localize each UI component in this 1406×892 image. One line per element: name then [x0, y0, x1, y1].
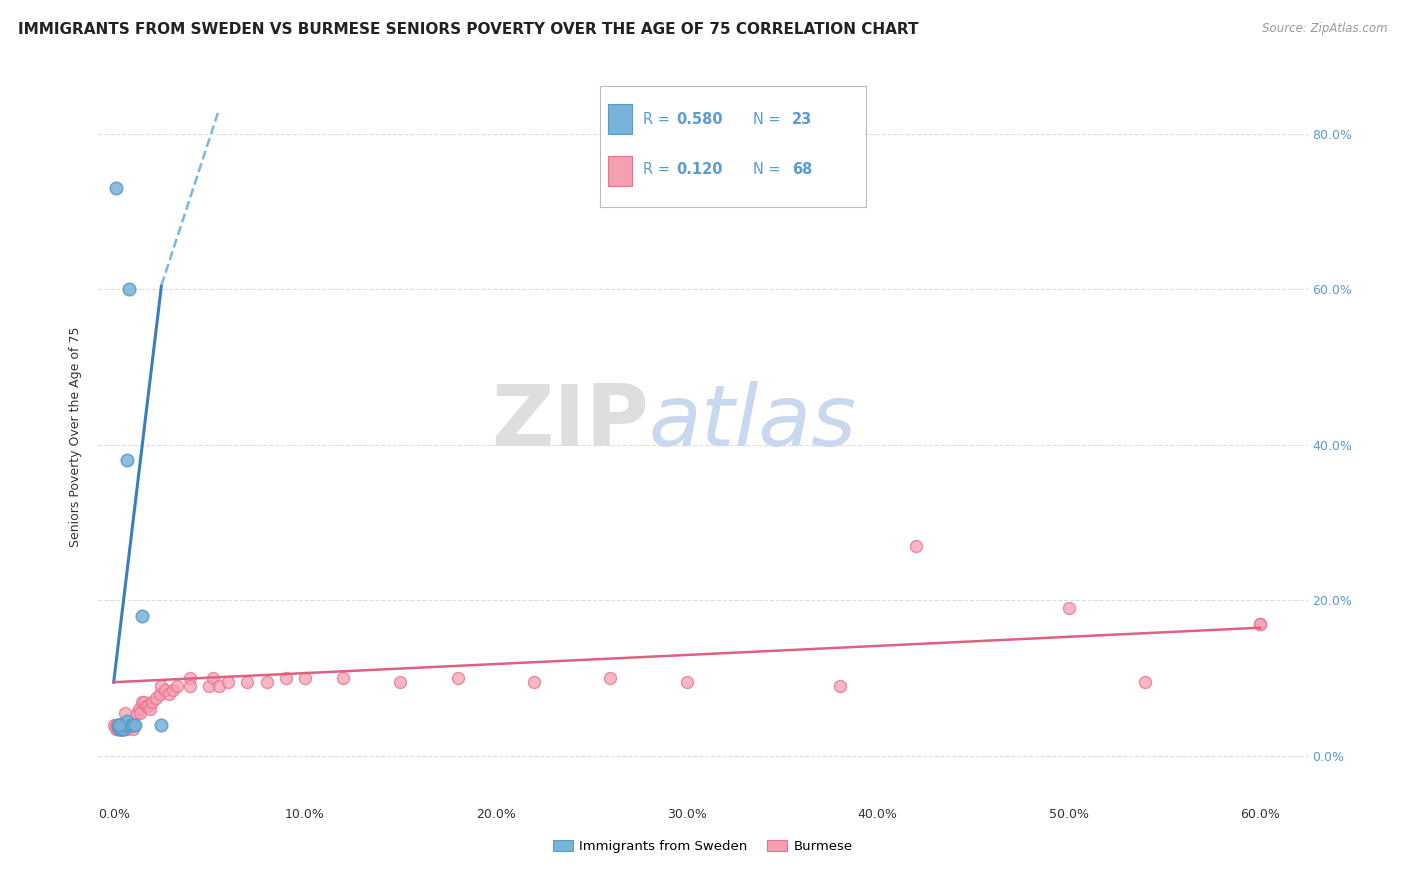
Y-axis label: Seniors Poverty Over the Age of 75: Seniors Poverty Over the Age of 75 — [69, 326, 83, 548]
Point — [104, 181, 127, 195]
Point — [107, 718, 129, 732]
Point — [118, 718, 141, 732]
Point — [198, 679, 221, 693]
Point — [114, 718, 136, 732]
Point — [274, 671, 297, 685]
Point — [208, 679, 231, 693]
Point — [150, 679, 173, 693]
Point — [121, 722, 143, 736]
Point — [136, 698, 159, 713]
Point — [118, 282, 141, 296]
Point — [155, 683, 177, 698]
Point — [904, 539, 927, 553]
Point — [114, 718, 136, 732]
Point — [114, 706, 136, 721]
Point — [124, 718, 146, 732]
Point — [129, 706, 152, 721]
Point — [112, 722, 135, 736]
Point — [108, 718, 131, 732]
Point — [115, 720, 138, 734]
Point — [121, 718, 143, 732]
Point — [162, 683, 184, 698]
Point — [110, 722, 132, 736]
Text: Source: ZipAtlas.com: Source: ZipAtlas.com — [1263, 22, 1388, 36]
Point — [103, 718, 125, 732]
Point — [104, 718, 127, 732]
Point — [112, 722, 135, 736]
Point — [1249, 616, 1271, 631]
Point — [108, 718, 131, 732]
Point — [236, 675, 259, 690]
Point — [166, 679, 188, 693]
Point — [110, 718, 132, 732]
Text: ZIP: ZIP — [491, 381, 648, 464]
Point — [115, 722, 138, 736]
Point — [217, 675, 239, 690]
Point — [112, 722, 135, 736]
Point — [599, 671, 621, 685]
Point — [121, 718, 143, 732]
Point — [135, 698, 157, 713]
Point — [145, 690, 167, 705]
Point — [828, 679, 851, 693]
Point — [131, 695, 153, 709]
Point — [675, 675, 697, 690]
Point — [332, 671, 354, 685]
Point — [115, 714, 138, 728]
Point — [120, 718, 142, 732]
Point — [114, 722, 136, 736]
Legend: Immigrants from Sweden, Burmese: Immigrants from Sweden, Burmese — [548, 834, 858, 858]
Point — [141, 695, 163, 709]
Point — [110, 718, 132, 732]
Point — [112, 720, 135, 734]
Point — [134, 695, 156, 709]
Point — [202, 671, 225, 685]
Point — [120, 718, 142, 732]
Point — [115, 453, 138, 467]
Point — [389, 675, 412, 690]
Point — [139, 702, 162, 716]
Point — [446, 671, 468, 685]
Point — [110, 722, 132, 736]
Point — [114, 718, 136, 732]
Point — [112, 718, 135, 732]
Point — [1135, 675, 1157, 690]
Point — [108, 718, 131, 732]
Point — [157, 687, 180, 701]
Point — [108, 722, 131, 736]
Point — [110, 718, 132, 732]
Point — [120, 718, 142, 732]
Point — [115, 718, 138, 732]
Text: IMMIGRANTS FROM SWEDEN VS BURMESE SENIORS POVERTY OVER THE AGE OF 75 CORRELATION: IMMIGRANTS FROM SWEDEN VS BURMESE SENIOR… — [18, 22, 918, 37]
Text: atlas: atlas — [648, 381, 856, 464]
Point — [125, 706, 148, 721]
Point — [150, 718, 173, 732]
Point — [131, 609, 153, 624]
Point — [294, 671, 316, 685]
Point — [179, 671, 201, 685]
Point — [148, 687, 170, 701]
Point — [107, 718, 129, 732]
Point — [108, 718, 131, 732]
Point — [128, 702, 150, 716]
Point — [121, 718, 143, 732]
Point — [1249, 616, 1271, 631]
Point — [108, 722, 131, 736]
Point — [110, 722, 132, 736]
Point — [104, 722, 127, 736]
Point — [523, 675, 546, 690]
Point — [112, 720, 135, 734]
Point — [112, 722, 135, 736]
Point — [179, 679, 201, 693]
Point — [107, 718, 129, 732]
Point — [110, 722, 132, 736]
Point — [108, 722, 131, 736]
Point — [118, 720, 141, 734]
Point — [107, 722, 129, 736]
Point — [1057, 601, 1080, 615]
Point — [256, 675, 278, 690]
Point — [108, 718, 131, 732]
